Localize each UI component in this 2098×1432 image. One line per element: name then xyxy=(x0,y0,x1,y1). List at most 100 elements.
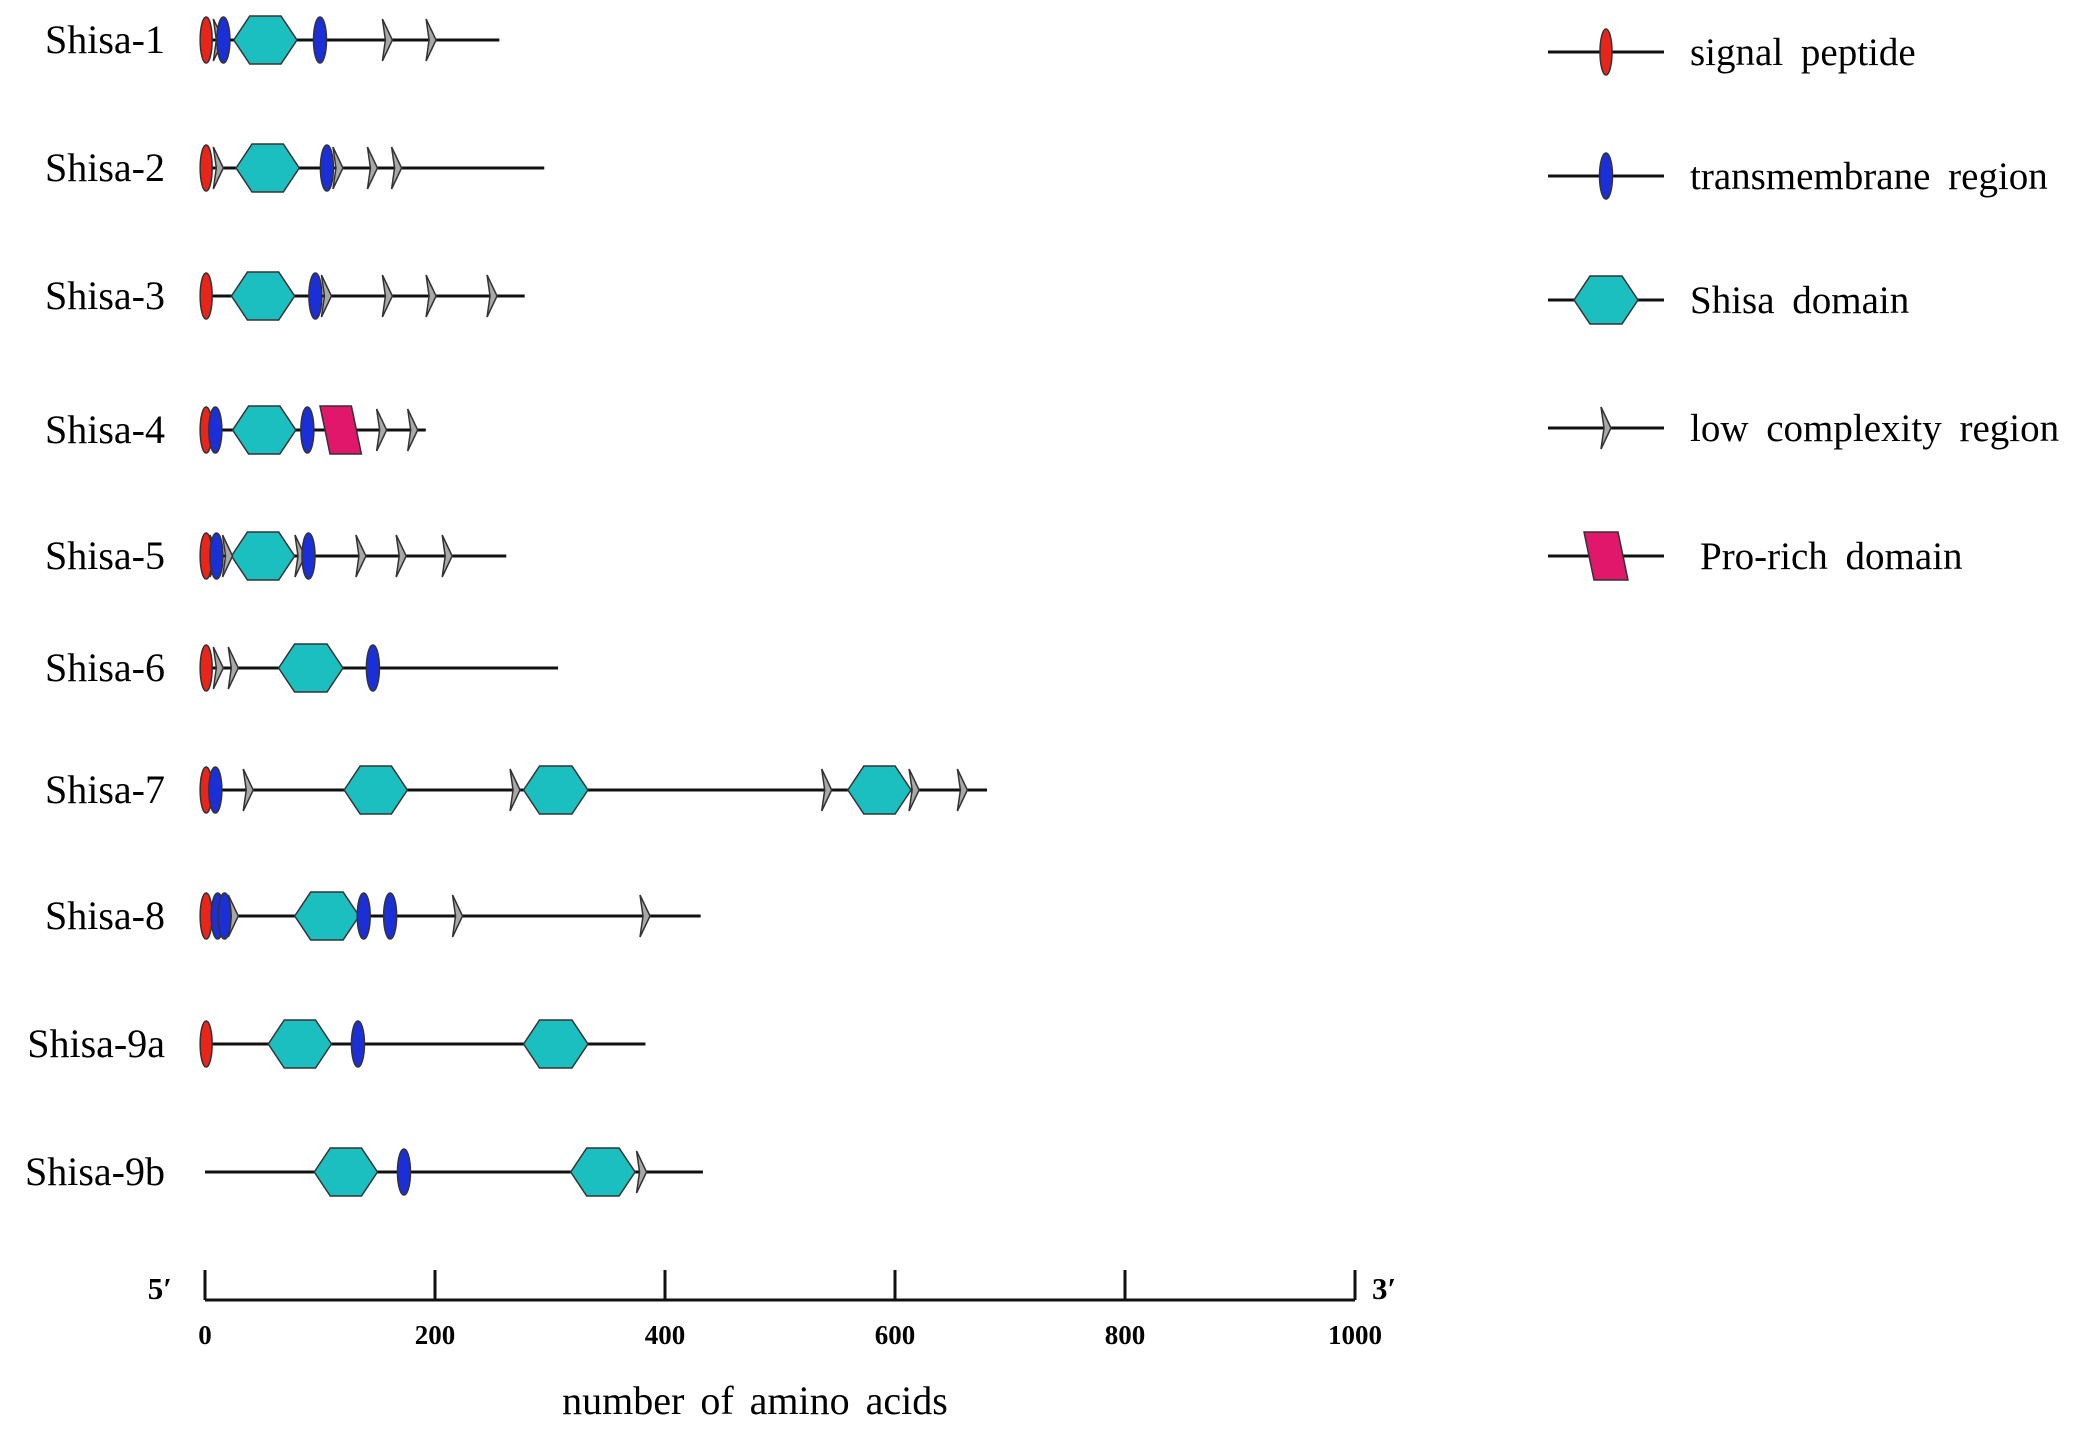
low-complexity-mark xyxy=(395,534,408,578)
length-axis: 5′ 3′ number of amino acids 0 200 400 600 80… xyxy=(148,1270,1396,1423)
transmembrane-mark xyxy=(301,532,316,580)
protein-row: Shisa-6 xyxy=(45,643,559,693)
signal-peptide-mark xyxy=(199,1020,213,1068)
legend: signal peptide transmembrane region Shisa … xyxy=(1548,28,2059,581)
transmembrane-mark xyxy=(216,16,231,64)
transmembrane-mark xyxy=(396,1148,412,1196)
low-complexity-mark xyxy=(320,274,333,318)
shisa-domain-mark xyxy=(846,765,913,815)
low-complexity-mark xyxy=(486,274,498,318)
pro-rich-domain-mark xyxy=(319,405,363,455)
protein-name-label: Shisa-4 xyxy=(45,407,165,452)
transmembrane-mark xyxy=(209,532,224,580)
protein-name-label: Shisa-9b xyxy=(25,1149,165,1194)
legend-item-tm: transmembrane region xyxy=(1548,152,2048,200)
shisa-domain-mark xyxy=(267,1019,333,1069)
low-complexity-mark xyxy=(221,534,234,578)
axis-tick-label: 400 xyxy=(645,1320,686,1350)
protein-name-label: Shisa-6 xyxy=(45,645,165,690)
protein-row: Shisa-9b xyxy=(25,1147,703,1197)
legend-label: low complexity region xyxy=(1690,407,2059,450)
protein-row: Shisa-3 xyxy=(45,271,525,321)
protein-row: Shisa-8 xyxy=(45,891,701,941)
signal-peptide-mark xyxy=(199,892,213,940)
protein-name-label: Shisa-8 xyxy=(45,893,165,938)
transmembrane-mark xyxy=(308,272,323,320)
transmembrane-mark xyxy=(312,16,328,64)
transmembrane-mark xyxy=(382,892,398,940)
transmembrane-mark xyxy=(319,144,335,192)
legend-item-lcr: low complexity region xyxy=(1548,406,2059,450)
shisa-domain-mark xyxy=(277,643,344,693)
transmembrane-mark xyxy=(300,406,315,454)
transmembrane-mark xyxy=(1598,152,1614,200)
low-complexity-mark xyxy=(375,408,388,452)
axis-5prime-label: 5′ xyxy=(148,1271,172,1306)
protein-row: Shisa-4 xyxy=(45,405,426,455)
protein-name-label: Shisa-5 xyxy=(45,533,165,578)
signal-peptide-mark xyxy=(199,272,213,320)
protein-row: Shisa-9a xyxy=(27,1019,646,1069)
protein-name-label: Shisa-2 xyxy=(45,145,165,190)
low-complexity-mark xyxy=(509,768,521,812)
low-complexity-mark xyxy=(425,274,437,318)
axis-tick-label: 1000 xyxy=(1328,1320,1382,1350)
low-complexity-mark xyxy=(212,146,225,190)
transmembrane-mark xyxy=(350,1020,366,1068)
protein-row: Shisa-7 xyxy=(45,765,987,815)
low-complexity-mark xyxy=(212,646,225,690)
legend-label: transmembrane region xyxy=(1690,155,2048,198)
low-complexity-mark xyxy=(406,408,419,452)
low-complexity-mark xyxy=(242,768,255,812)
low-complexity-mark xyxy=(355,534,367,578)
shisa-domain-mark xyxy=(522,765,589,815)
shisa-domain-mark xyxy=(230,271,296,321)
pro-rich-domain-mark xyxy=(1583,531,1629,581)
legend-item-shisa: Shisa domain xyxy=(1548,275,1909,325)
legend-label: Shisa domain xyxy=(1690,279,1909,322)
protein-rows: Shisa-1 Shisa-2 Shisa-3 Shisa-4 Shisa-5 Shisa… xyxy=(25,15,987,1197)
shisa-domain-mark xyxy=(343,765,409,815)
low-complexity-mark xyxy=(332,146,344,190)
protein-name-label: Shisa-7 xyxy=(45,767,165,812)
signal-peptide-mark xyxy=(199,16,213,64)
transmembrane-mark xyxy=(208,766,223,814)
protein-name-label: Shisa-3 xyxy=(45,273,165,318)
axis-3prime-label: 3′ xyxy=(1372,1271,1396,1306)
protein-name-label: Shisa-1 xyxy=(45,17,165,62)
legend-label: Pro-rich domain xyxy=(1700,535,1963,578)
shisa-domain-mark xyxy=(293,891,361,941)
transmembrane-mark xyxy=(217,892,232,940)
signal-peptide-mark xyxy=(1599,28,1613,76)
axis-tick-label: 800 xyxy=(1105,1320,1146,1350)
shisa-domain-mark xyxy=(231,405,297,455)
shisa-domain-mark xyxy=(1573,275,1639,325)
transmembrane-mark xyxy=(365,644,381,692)
low-complexity-mark xyxy=(441,534,454,578)
signal-peptide-mark xyxy=(199,144,213,192)
shisa-domain-mark xyxy=(522,1019,589,1069)
low-complexity-mark xyxy=(1600,406,1612,450)
transmembrane-mark xyxy=(356,892,371,940)
axis-tick-label: 600 xyxy=(875,1320,916,1350)
protein-row: Shisa-5 xyxy=(45,531,507,581)
protein-row: Shisa-2 xyxy=(45,143,545,193)
shisa-domain-mark xyxy=(313,1147,379,1197)
low-complexity-mark xyxy=(451,894,464,938)
axis-tick-label: 200 xyxy=(415,1320,456,1350)
low-complexity-mark xyxy=(390,146,403,190)
low-complexity-mark xyxy=(956,768,969,812)
low-complexity-mark xyxy=(227,646,240,690)
transmembrane-mark xyxy=(208,406,223,454)
shisa-domain-mark xyxy=(232,15,298,65)
shisa-domain-mark xyxy=(235,143,301,193)
signal-peptide-mark xyxy=(199,644,213,692)
low-complexity-mark xyxy=(820,768,833,812)
low-complexity-mark xyxy=(425,18,437,62)
legend-item-pro: Pro-rich domain xyxy=(1548,531,1963,581)
low-complexity-mark xyxy=(635,1150,648,1194)
low-complexity-mark xyxy=(908,768,920,812)
low-complexity-mark xyxy=(366,146,379,190)
low-complexity-mark xyxy=(639,894,651,938)
